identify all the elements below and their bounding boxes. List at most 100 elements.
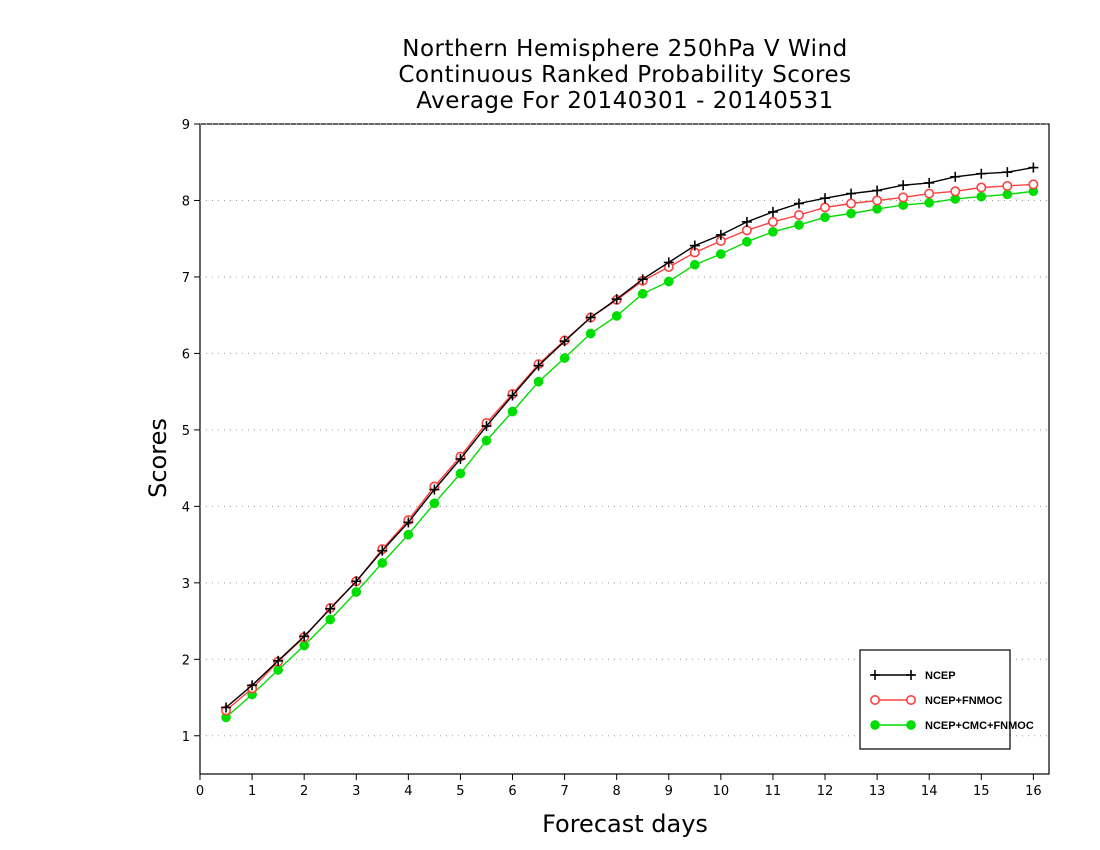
series-line <box>225 166 1034 709</box>
x-tick-label: 2 <box>300 784 308 799</box>
data-point <box>924 177 935 188</box>
data-point <box>924 197 935 208</box>
legend-label: NCEP <box>925 670 956 682</box>
x-tick-label: 3 <box>352 784 360 799</box>
data-point <box>481 421 492 432</box>
series-line <box>225 183 1034 712</box>
data-point <box>898 180 909 191</box>
x-tick-label: 15 <box>973 784 990 799</box>
x-tick-label: 4 <box>404 784 412 799</box>
legend-entry-0: NCEP <box>870 670 956 682</box>
data-point <box>637 288 648 299</box>
data-point <box>221 702 232 713</box>
legend-marker <box>906 720 916 730</box>
data-point <box>611 294 622 305</box>
grid-lines <box>200 123 1049 737</box>
data-point <box>429 484 440 495</box>
legend-marker <box>870 720 880 730</box>
x-tick-label: 10 <box>713 784 730 799</box>
legend-marker <box>870 670 880 680</box>
data-point <box>455 468 466 479</box>
series-1 <box>221 179 1039 716</box>
data-point <box>429 498 440 509</box>
plot-frame <box>199 123 1050 775</box>
data-point <box>325 603 336 614</box>
data-point <box>950 171 961 182</box>
data-point <box>715 229 726 240</box>
data-point <box>351 587 362 597</box>
legend: NCEP NCEP+FNMOC NCEP+CMC+FNMOC <box>859 649 1034 750</box>
data-point <box>716 249 726 259</box>
data-point <box>793 198 804 209</box>
data-point <box>481 435 492 446</box>
chart-title-line-1: Northern Hemisphere 250hPa V Wind <box>402 36 848 62</box>
data-point <box>1002 167 1013 178</box>
x-tick-label: 14 <box>921 784 938 799</box>
series-line <box>225 190 1034 718</box>
data-point <box>1028 162 1039 173</box>
data-point <box>377 558 388 568</box>
data-point <box>767 206 778 217</box>
data-point <box>950 186 961 197</box>
series-layer <box>221 162 1039 723</box>
legend-entry-2: NCEP+CMC+FNMOC <box>870 720 1034 732</box>
data-point <box>872 195 883 206</box>
data-point <box>924 188 935 199</box>
x-tick-label: 1 <box>248 784 256 799</box>
data-point <box>377 545 388 556</box>
data-point <box>872 204 882 214</box>
data-point <box>689 240 700 251</box>
y-tick-label: 9 <box>182 118 190 133</box>
data-point <box>325 614 336 625</box>
data-point <box>1002 180 1013 191</box>
data-point <box>1028 179 1039 190</box>
y-tick-label: 1 <box>182 730 190 745</box>
data-point <box>559 353 570 363</box>
y-tick-label: 7 <box>182 271 190 286</box>
data-point <box>741 225 752 236</box>
data-point <box>741 216 752 227</box>
chart-title-line-3: Average For 20140301 - 20140531 <box>416 88 834 114</box>
data-point <box>976 182 987 193</box>
data-point <box>637 274 648 285</box>
data-point <box>351 576 362 587</box>
series-2 <box>221 186 1039 723</box>
data-point <box>820 193 831 204</box>
data-point <box>846 188 857 199</box>
data-point <box>846 208 856 219</box>
x-tick-label: 9 <box>665 784 673 799</box>
data-point <box>299 640 310 651</box>
data-point <box>768 226 778 237</box>
data-point <box>507 390 518 401</box>
data-point <box>846 198 857 209</box>
x-tick-label: 16 <box>1025 784 1042 799</box>
x-tick-label: 6 <box>508 784 516 799</box>
x-tick-label: 13 <box>869 784 886 799</box>
data-point <box>403 517 414 528</box>
data-point <box>585 312 596 323</box>
x-tick-label: 7 <box>560 784 568 799</box>
data-point <box>247 680 258 691</box>
data-point <box>533 360 544 371</box>
data-point <box>455 453 466 464</box>
data-point <box>976 168 987 179</box>
y-tick-label: 4 <box>182 500 190 515</box>
x-tick-label: 11 <box>765 784 782 799</box>
data-point <box>1002 189 1013 200</box>
y-tick-label: 3 <box>182 577 190 592</box>
data-point <box>507 406 518 417</box>
data-point <box>273 655 284 666</box>
data-point <box>820 212 830 223</box>
data-point <box>742 236 752 247</box>
x-tick-label: 5 <box>456 784 464 799</box>
legend-entry-1: NCEP+FNMOC <box>869 694 1002 707</box>
series-0 <box>221 162 1039 713</box>
data-point <box>663 257 674 268</box>
legend-marker <box>906 670 916 680</box>
x-tick-label: 12 <box>817 784 834 799</box>
data-point <box>976 191 987 202</box>
data-point <box>689 259 700 270</box>
data-point <box>585 328 596 339</box>
